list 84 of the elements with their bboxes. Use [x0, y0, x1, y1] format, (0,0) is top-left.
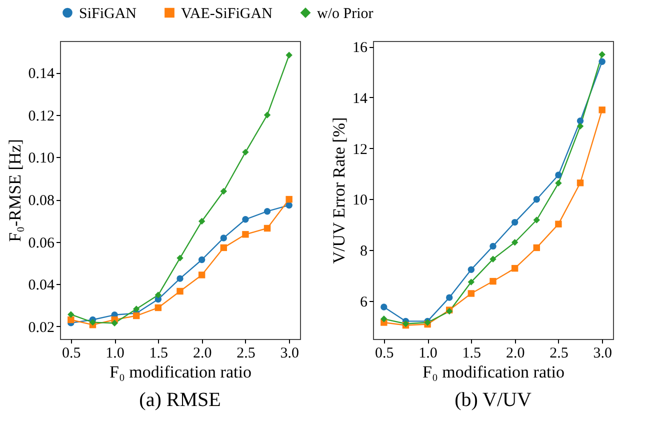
point [468, 278, 475, 286]
point [576, 180, 584, 186]
point [89, 318, 96, 326]
point [133, 312, 140, 320]
y-axis-title: V/UV Error Rate [%] [330, 117, 348, 264]
y-tick-label: 0.06 [28, 235, 55, 252]
point [176, 254, 184, 262]
point [198, 256, 206, 264]
point [380, 304, 388, 310]
x-tick-label: 2.0 [192, 346, 212, 362]
point [468, 290, 475, 297]
point [511, 218, 518, 226]
x-axis-title: F₀ modification ratio [110, 362, 252, 382]
y-axis-title: F₀-RMSE [Hz] [5, 139, 24, 242]
y-tick-label: 0.12 [28, 108, 54, 124]
point [286, 196, 292, 203]
point [511, 264, 518, 272]
x-tick-label: 0.5 [375, 346, 394, 362]
point [533, 196, 540, 203]
x-tick-label: 3.0 [593, 346, 612, 362]
point [242, 148, 249, 156]
y-tick-label: 12 [352, 142, 368, 158]
point [286, 52, 292, 59]
point [176, 275, 184, 282]
point [264, 224, 271, 232]
y-tick-label: 0.02 [28, 320, 54, 336]
point [68, 316, 74, 324]
x-tick-label: 1.0 [418, 346, 438, 362]
point [198, 218, 206, 225]
point [576, 117, 584, 124]
point [220, 188, 227, 195]
point [555, 172, 562, 178]
point [555, 220, 562, 228]
point [220, 234, 227, 242]
x-tick-label: 0.5 [62, 346, 81, 362]
x-tick-label: 2.5 [236, 346, 256, 362]
x-tick-label: 1.5 [462, 346, 482, 362]
y-tick-label: 10 [352, 192, 368, 209]
point [446, 294, 453, 301]
x-tick-label: 1.0 [106, 346, 124, 362]
point [533, 216, 540, 224]
point [468, 266, 475, 273]
y-tick-label: 0.14 [28, 66, 55, 82]
legend-label: SiFiGAN [79, 6, 137, 22]
point [533, 244, 540, 252]
point [264, 208, 271, 215]
x-tick-label: 2.0 [506, 346, 525, 362]
y-tick-label: 14 [352, 90, 368, 107]
point [242, 231, 249, 238]
point [598, 106, 606, 114]
point [286, 202, 292, 209]
point [176, 288, 184, 295]
point [555, 180, 562, 186]
point [242, 216, 249, 223]
y-tick-label: 6 [360, 294, 368, 310]
text: (b) V/UV [454, 389, 532, 411]
y-tick-label: 16 [352, 40, 368, 56]
point [154, 304, 162, 312]
point [68, 311, 74, 318]
x-tick-label: 1.5 [149, 346, 168, 362]
x-axis-title: F₀ modification ratio [422, 362, 564, 382]
point [490, 256, 496, 263]
point [511, 239, 518, 246]
point [380, 316, 388, 322]
point [598, 58, 606, 65]
legend-label: w/o Prior [317, 6, 374, 22]
point [598, 51, 606, 58]
y-tick-label: 0.10 [28, 150, 54, 167]
point [490, 278, 496, 285]
point [111, 320, 118, 327]
y-tick-label: 0.04 [28, 278, 55, 294]
legend-label: VAE-SiFiGAN [181, 6, 273, 22]
point [154, 292, 162, 298]
point [198, 272, 206, 278]
point [220, 244, 227, 252]
point [576, 122, 584, 130]
y-tick-label: 0.08 [28, 193, 54, 210]
x-tick-label: 2.5 [550, 346, 568, 362]
x-tick-label: 3.0 [280, 346, 299, 362]
point [490, 242, 496, 250]
point [264, 112, 271, 118]
text: (a) RMSE [139, 389, 221, 411]
y-tick-label: 8 [360, 244, 368, 260]
point [133, 306, 140, 312]
